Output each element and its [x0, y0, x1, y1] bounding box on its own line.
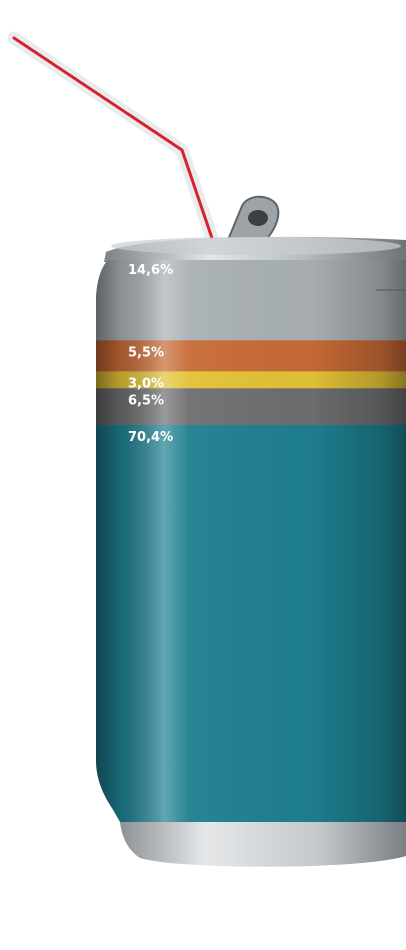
can-shading	[96, 260, 406, 822]
value-labels: 14,6% 5,5% 3,0% 6,5% 70,4%	[128, 263, 173, 445]
segment-label-1: 14,6%	[128, 263, 173, 278]
straw	[7, 31, 221, 251]
segment-label-5: 70,4%	[128, 430, 173, 445]
segment-label-2: 5,5%	[128, 345, 164, 360]
can-bottom	[120, 822, 406, 867]
pull-tab	[226, 195, 280, 241]
segment-label-3: 3,0%	[128, 376, 164, 391]
segment-label-4: 6,5%	[128, 393, 164, 408]
can-lid	[104, 236, 406, 262]
